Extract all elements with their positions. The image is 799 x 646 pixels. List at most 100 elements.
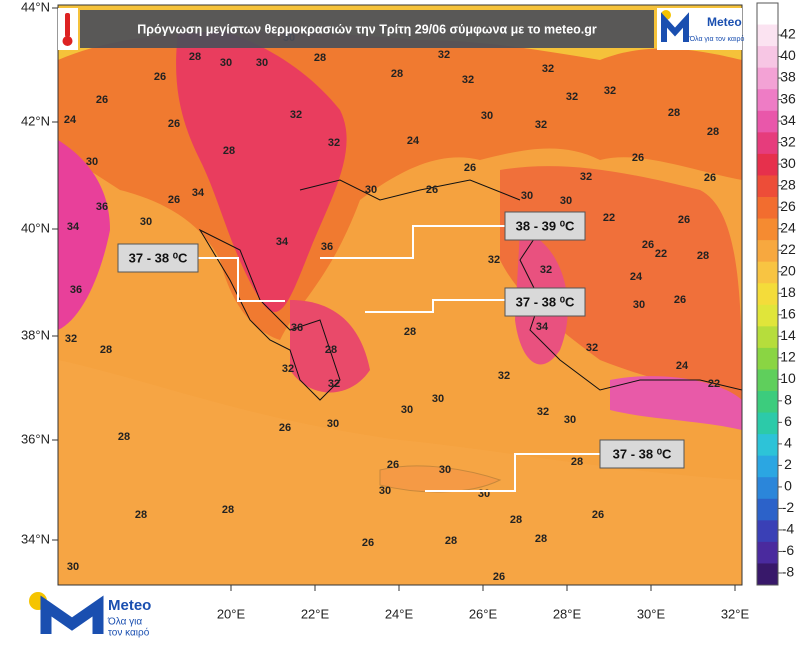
temperature-label: 28 [668, 107, 680, 119]
lat-label: 36°N [21, 431, 50, 446]
lon-label: 30°E [637, 606, 666, 621]
colorbar-band [757, 541, 778, 564]
temperature-label: 26 [704, 172, 716, 184]
colorbar-label: 20 [780, 262, 796, 278]
temperature-label: 26 [674, 294, 686, 306]
colorbar-band [757, 153, 778, 176]
map-frame [57, 4, 743, 586]
temperature-label: 30 [86, 156, 98, 168]
temperature-label: 26 [426, 184, 438, 196]
logo-m [40, 595, 104, 634]
temperature-label: 32 [462, 74, 474, 86]
colorbar-label: 28 [780, 176, 796, 192]
temperature-label: 30 [365, 184, 377, 196]
temperature-label: 30 [481, 110, 493, 122]
temperature-label: 28 [707, 126, 719, 138]
lon-label: 26°E [469, 606, 498, 621]
lon-label: 24°E [385, 606, 414, 621]
colorbar-label: 0 [784, 478, 792, 494]
colorbar-label: 36 [780, 90, 796, 106]
colorbar-label: 10 [780, 370, 796, 386]
colorbar-band [757, 110, 778, 133]
title: Πρόγνωση μεγίστων θερμοκρασιών την Τρίτη… [137, 22, 597, 36]
thermometer-bulb [62, 36, 73, 46]
temperature-label: 22 [655, 248, 667, 260]
temperature-label: 28 [697, 250, 709, 262]
temperature-label: 24 [407, 135, 420, 147]
colorbar-band [757, 24, 778, 47]
colorbar-label: 14 [780, 327, 796, 343]
temperature-label: 32 [498, 370, 510, 382]
temperature-label: 34 [536, 321, 549, 333]
callout-box [504, 211, 586, 241]
logo-name: Meteo [707, 15, 742, 29]
logo-tagline: τον καιρό [108, 627, 150, 639]
colorbar-band [757, 132, 778, 155]
colorbar-label: 40 [780, 47, 796, 63]
callout-text: 37 - 38 ⁰C [129, 250, 188, 265]
colorbar-label: -4 [782, 521, 795, 537]
temperature-label: 26 [96, 94, 108, 106]
colorbar-band [757, 261, 778, 284]
lon-label: 28°E [553, 606, 582, 621]
temperature-label: 32 [604, 85, 616, 97]
temperature-label: 32 [542, 63, 554, 75]
lat-label: 34°N [21, 531, 50, 546]
colorbar-band [757, 46, 778, 69]
colorbar-band [757, 218, 778, 241]
temperature-label: 34 [192, 187, 205, 199]
colorbar-band [757, 240, 778, 263]
colorbar-band [757, 563, 778, 586]
logo-tagline: Όλα για [107, 617, 142, 628]
colorbar-band [757, 89, 778, 112]
temperature-label: 30 [140, 216, 152, 228]
temperature-label: 32 [580, 171, 592, 183]
colorbar-label: -8 [782, 564, 795, 580]
temperature-label: 26 [362, 537, 374, 549]
temperature-label: 30 [67, 561, 79, 573]
temperature-label: 22 [603, 212, 615, 224]
temperature-label: 28 [222, 504, 234, 516]
temperature-label: 32 [537, 406, 549, 418]
temperature-label: 28 [571, 456, 583, 468]
colorbar-band [757, 347, 778, 370]
temperature-label: 30 [564, 414, 576, 426]
temperature-label: 30 [327, 418, 339, 430]
temperature-label: 32 [328, 378, 340, 390]
colorbar-band [757, 3, 778, 26]
temperature-label: 24 [630, 271, 643, 283]
callout-line [365, 299, 505, 313]
colorbar-band [757, 283, 778, 306]
callout-box [117, 243, 199, 273]
temperature-label: 30 [560, 195, 572, 207]
lat-label: 44°N [21, 0, 50, 14]
temperature-label: 26 [642, 239, 654, 251]
callout-text: 38 - 39 ⁰C [516, 218, 575, 233]
temperature-label: 28 [391, 68, 403, 80]
temperature-label: 36 [291, 322, 303, 334]
callout-line [425, 453, 600, 492]
temperature-label: 30 [256, 57, 268, 69]
temperature-label: 30 [633, 299, 645, 311]
lat-label: 38°N [21, 327, 50, 342]
temperature-label: 32 [282, 363, 294, 375]
temperature-label: 36 [70, 284, 82, 296]
colorbar-label: 34 [780, 112, 796, 128]
temperature-label: 30 [401, 404, 413, 416]
logo-tagline: Όλα για τον καιρό [689, 35, 745, 43]
colorbar-label: 22 [780, 241, 796, 257]
temperature-label: 30 [478, 488, 490, 500]
colorbar-label: 12 [780, 349, 796, 365]
temperature-label: 26 [678, 214, 690, 226]
colorbar-label: 24 [780, 219, 796, 235]
callout-box [504, 287, 586, 317]
temperature-label: 30 [379, 485, 391, 497]
temperature-label: 26 [279, 422, 291, 434]
logo-m [661, 12, 689, 42]
callout-line [320, 225, 505, 259]
temperature-label: 26 [493, 571, 505, 583]
temperature-label: 26 [168, 194, 180, 206]
colorbar-band [757, 520, 778, 543]
colorbar-label: 16 [780, 305, 796, 321]
colorbar-label: -6 [782, 542, 795, 558]
